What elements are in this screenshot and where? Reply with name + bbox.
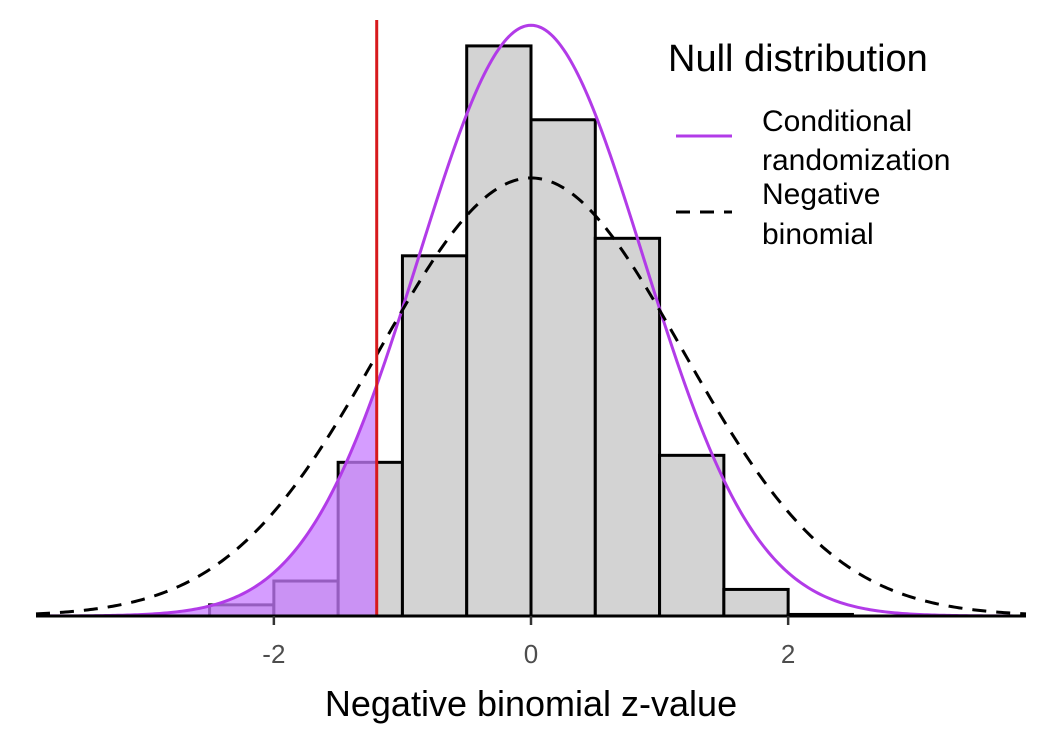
x-axis-title: Negative binomial z-value [325, 683, 737, 724]
histogram-bar-4 [400, 254, 469, 618]
histogram-bar-7 [593, 236, 662, 618]
x-tick-label: 2 [781, 639, 795, 669]
tail-area [36, 385, 377, 616]
histogram-bar-9 [722, 587, 790, 618]
histogram-bar-5 [465, 44, 533, 618]
x-tick-label: 0 [524, 639, 538, 669]
legend-title: Null distribution [668, 38, 928, 80]
legend-label-line: binomial [762, 218, 874, 251]
x-axis: -2 0 2 [36, 614, 1026, 669]
histogram-bar-6 [529, 118, 597, 618]
histogram-bar-8 [658, 453, 726, 618]
conditional-randomization-curve [36, 23, 1026, 618]
histogram-bars [208, 44, 854, 618]
negative-binomial-curve [35, 176, 1027, 616]
x-tick-label: -2 [262, 639, 285, 669]
legend-label-line: Negative [762, 178, 880, 211]
density-curves [35, 23, 1027, 618]
legend: Null distribution Conditional randomizatio… [668, 38, 950, 251]
tail-area-group [36, 385, 377, 616]
legend-label-line: Conditional [762, 105, 912, 138]
legend-label-line: randomization [762, 144, 950, 177]
